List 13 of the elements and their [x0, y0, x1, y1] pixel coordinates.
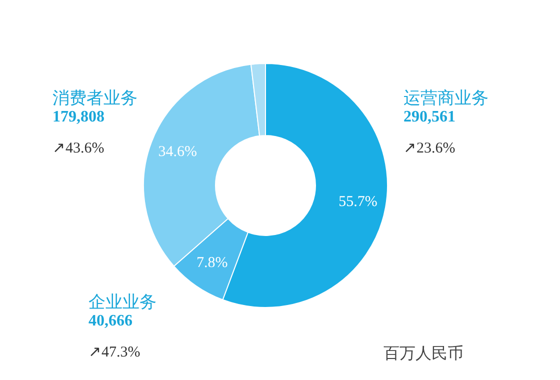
slice-label: 运营商业务	[404, 88, 488, 108]
slice-label: 企业业务	[88, 292, 156, 312]
slice-label: 消费者业务	[52, 88, 138, 108]
text: 179,808	[52, 108, 104, 126]
text: ↗23.6%	[404, 140, 456, 156]
data-label: 7.8%	[196, 254, 228, 271]
text: ↗47.3%	[88, 344, 140, 360]
text: 40,666	[88, 312, 132, 330]
data-label: 55.7%	[338, 194, 378, 210]
text: 290,561	[404, 108, 456, 126]
text: ↗43.6%	[52, 140, 104, 156]
text: 百万人民币	[384, 344, 464, 362]
data-label: 34.6%	[158, 144, 198, 160]
